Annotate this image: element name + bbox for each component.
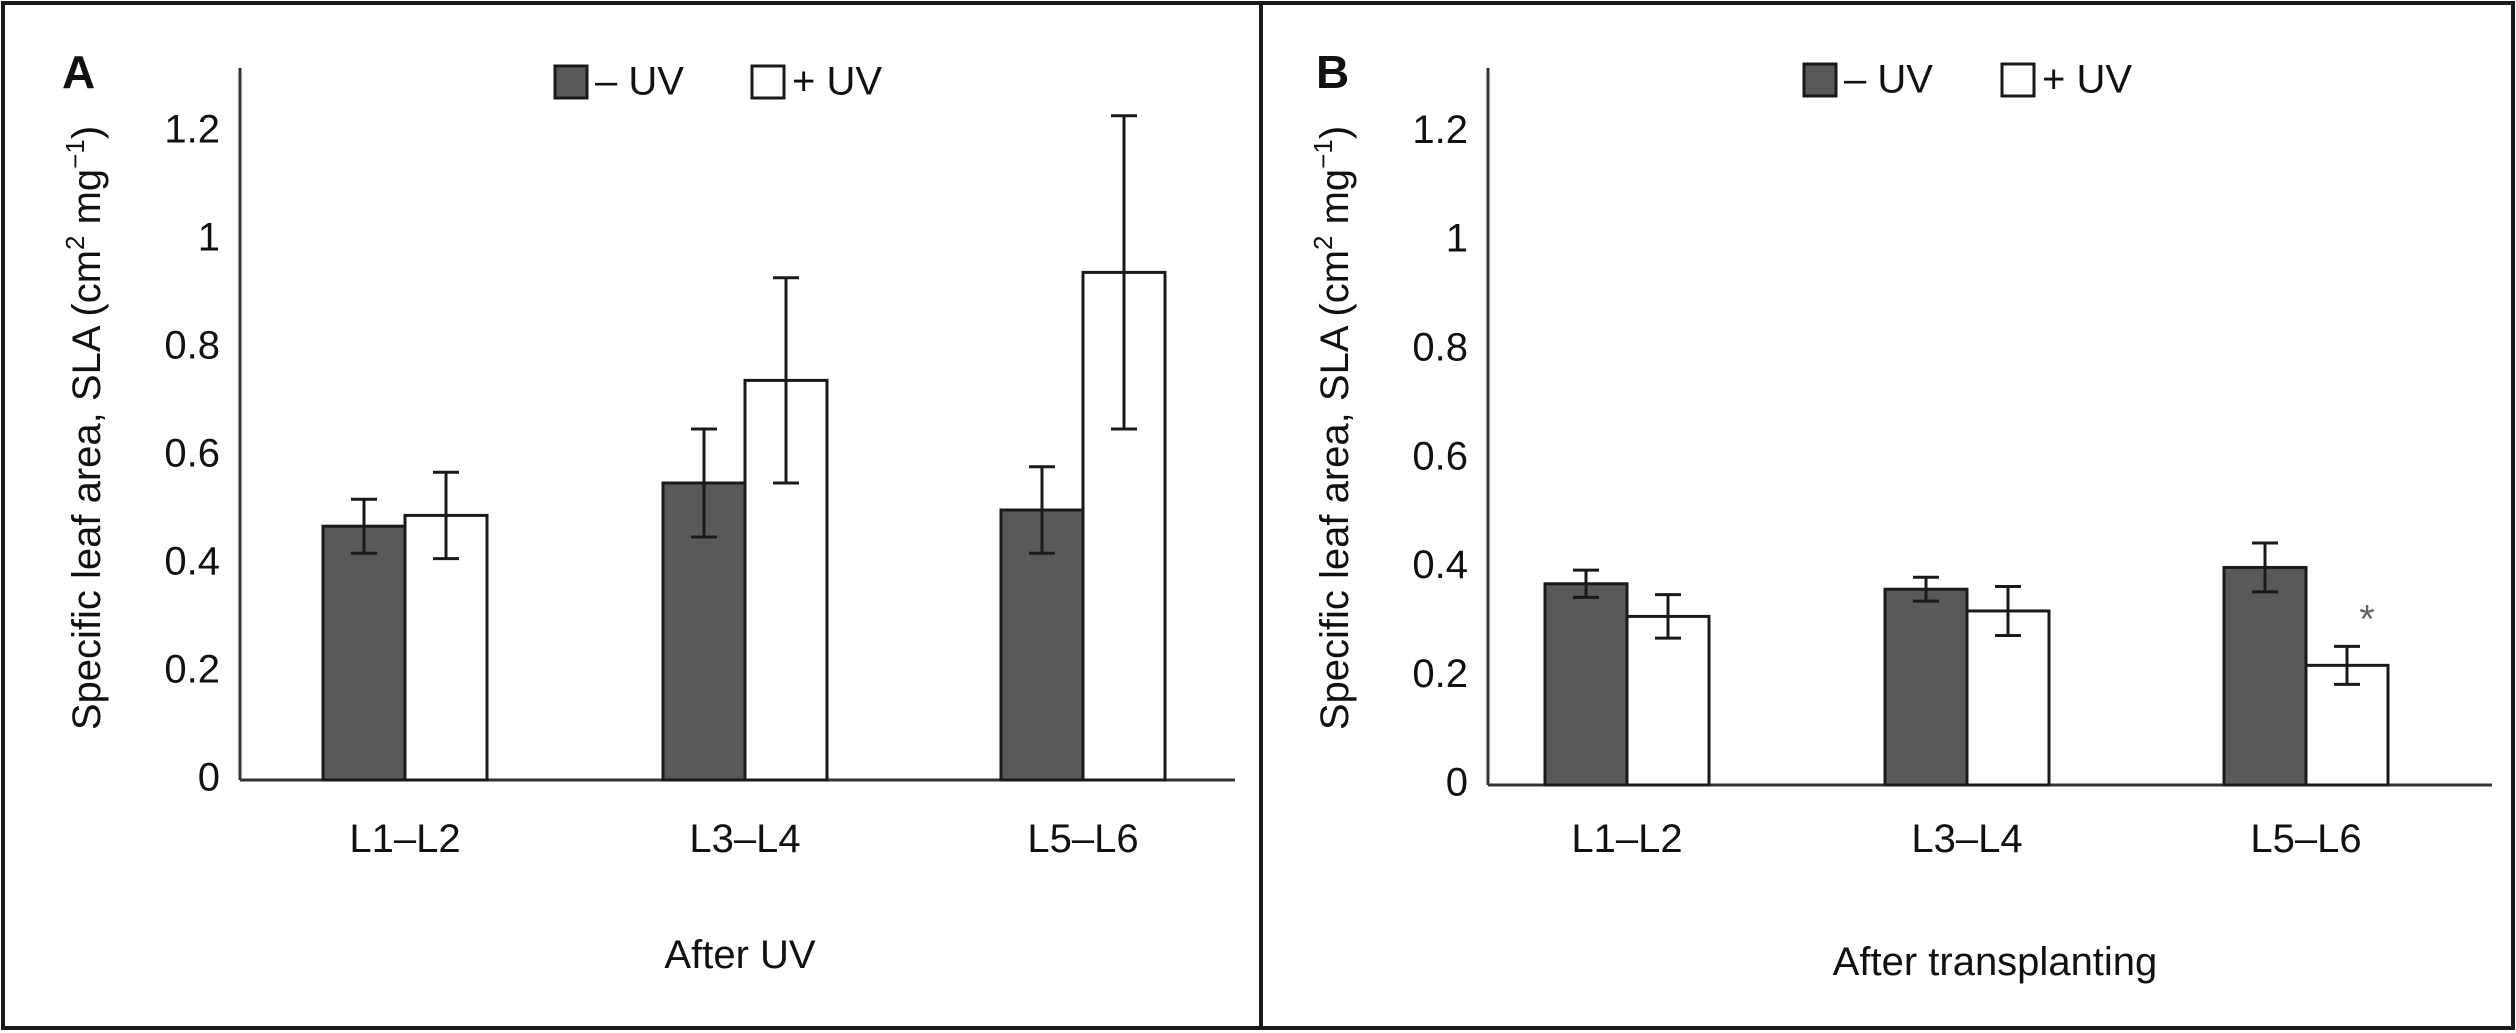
bar [999,508,1085,782]
y-axis-title: Specific leaf area, SLA (cm2 mg−1) [1308,126,1357,730]
category-label: L5–L6 [2250,817,2361,861]
panel-letter: A [62,46,95,98]
y-tick-label: 1.2 [164,108,220,152]
panel-letter: B [1316,46,1349,98]
y-tick-label: 1 [1446,217,1468,261]
bar [1965,609,2051,787]
bar [1625,614,1711,787]
bar [2222,565,2308,787]
legend-label: + UV [2042,58,2132,102]
y-tick-label: 0.6 [164,432,220,476]
y-tick-label: 1.2 [1412,108,1468,152]
y-tick-label: 0 [1446,761,1468,805]
y-axis-title: Specific leaf area, SLA (cm2 mg−1) [60,126,109,730]
panel-a: A 0 0.2 0.4 0.6 0.8 1 1.2 Specific leaf area, SL… [1,1,1263,1030]
legend-swatch [1802,62,1838,98]
category-label: L1–L2 [349,817,460,861]
legend-label: + UV [792,60,882,104]
legend-swatch [750,64,786,100]
y-tick-label: 0.2 [1412,652,1468,696]
y-tick-label: 0.8 [1412,325,1468,369]
category-label: L3–L4 [689,817,800,861]
legend-swatch [553,64,589,100]
category-label: L1–L2 [1571,817,1682,861]
y-tick-label: 1 [198,216,220,260]
panel-b: B 0 0.2 0.4 0.6 0.8 1 1.2 Specific leaf area, SL… [1259,1,2515,1030]
legend: – UV + UV [553,60,882,104]
bar [321,524,407,782]
y-tick-label: 0.2 [164,648,220,692]
x-axis-title: After transplanting [1833,940,2158,984]
y-tick-label: 0.4 [1412,543,1468,587]
category-label: L3–L4 [1911,817,2022,861]
panel-frame [1259,1,2515,1030]
bar [1883,587,1969,787]
y-tick-label: 0.6 [1412,434,1468,478]
legend-swatch [2000,62,2036,98]
legend: – UV + UV [1802,58,2132,102]
y-tick-label: 0.4 [164,540,220,584]
category-label: L5–L6 [1027,817,1138,861]
x-axis-title: After UV [664,933,815,977]
y-tick-label: 0.8 [164,324,220,368]
y-tick-label: 0 [198,756,220,800]
significance-marker: * [2359,597,2375,641]
legend-label: – UV [595,60,684,104]
legend-label: – UV [1844,58,1933,102]
bar [1543,582,1629,787]
